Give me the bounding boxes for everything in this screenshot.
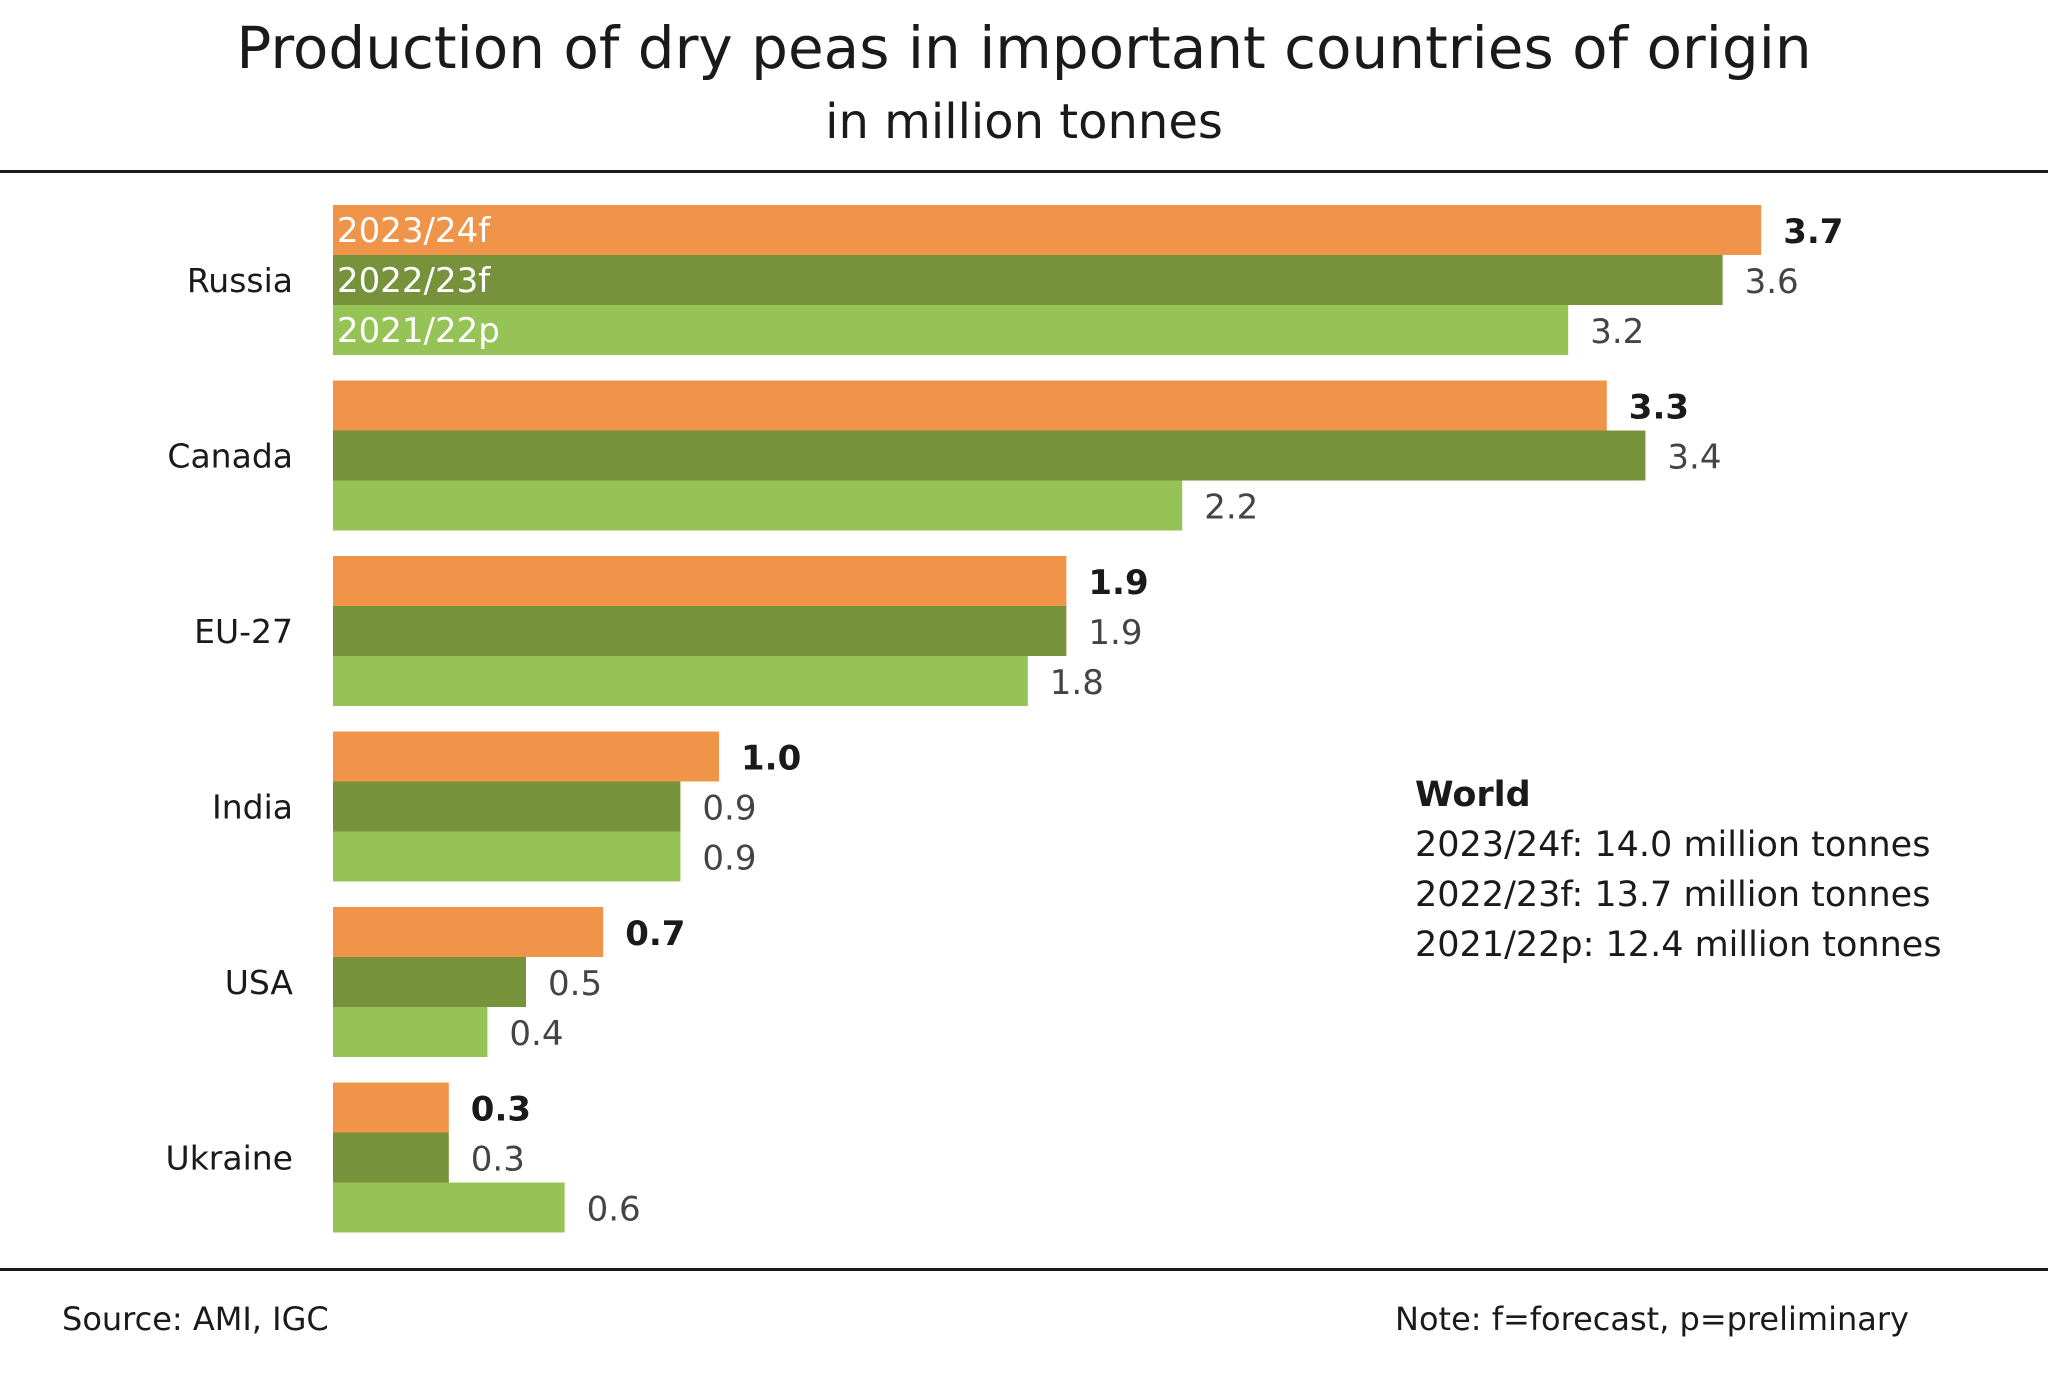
bar-usa-2021-22p: [333, 1007, 488, 1057]
bar-canada-2023-24f: [333, 380, 1607, 431]
top-rule: [0, 170, 2048, 173]
bar-ukraine-2023-24f: [333, 1082, 449, 1133]
data-label-ukraine-2021-22p: 0.6: [587, 1190, 641, 1230]
data-label-canada-2023-24f: 3.3: [1629, 388, 1689, 428]
data-label-russia-2022-23f: 3.6: [1745, 262, 1799, 302]
data-label-canada-2021-22p: 2.2: [1204, 488, 1258, 528]
bar-russia-2022-23f: [333, 255, 1723, 305]
bar-eu-27-2023-24f: [333, 556, 1067, 606]
bar-usa-2022-23f: [333, 957, 526, 1007]
bar-ukraine-2022-23f: [333, 1132, 449, 1183]
world-line-2023: 2023/24f: 14.0 million tonnes: [1415, 825, 1931, 865]
category-label-canada: Canada: [167, 437, 293, 476]
data-label-usa-2023-24f: 0.7: [625, 914, 685, 954]
bar-canada-2021-22p: [333, 480, 1183, 531]
world-line-2021: 2021/22p: 12.4 million tonnes: [1415, 925, 1942, 965]
bar-eu-27-2021-22p: [333, 656, 1028, 706]
data-label-ukraine-2023-24f: 0.3: [471, 1090, 531, 1130]
bar-india-2021-22p: [333, 831, 681, 882]
world-totals-box: World 2023/24f: 14.0 million tonnes 2022…: [1415, 770, 1942, 970]
category-label-india: India: [212, 788, 293, 827]
chart-title: Production of dry peas in important coun…: [236, 14, 1812, 82]
world-heading: World: [1415, 775, 1531, 815]
bar-canada-2022-23f: [333, 430, 1646, 481]
bar-eu-27-2022-23f: [333, 606, 1067, 656]
bottom-rule: [0, 1268, 2048, 1271]
category-label-russia: Russia: [187, 261, 293, 300]
data-label-eu-27-2021-22p: 1.8: [1050, 663, 1104, 703]
chart-subtitle: in million tonnes: [825, 94, 1223, 150]
data-label-russia-2023-24f: 3.7: [1783, 212, 1843, 252]
legend-label-2021-22p: 2021/22p: [337, 311, 500, 351]
data-label-russia-2021-22p: 3.2: [1590, 312, 1644, 352]
legend-label-2023-24f: 2023/24f: [337, 211, 491, 251]
data-label-india-2023-24f: 1.0: [741, 739, 801, 779]
category-label-ukraine: Ukraine: [166, 1139, 293, 1178]
category-label-eu-27: EU-27: [194, 612, 293, 651]
footnote: Note: f=forecast, p=preliminary: [1395, 1300, 1909, 1338]
source-note: Source: AMI, IGC: [62, 1300, 329, 1338]
world-line-2022: 2022/23f: 13.7 million tonnes: [1415, 875, 1931, 915]
data-label-india-2022-23f: 0.9: [702, 789, 756, 829]
data-label-canada-2022-23f: 3.4: [1667, 438, 1721, 478]
data-label-india-2021-22p: 0.9: [702, 839, 756, 879]
data-label-usa-2021-22p: 0.4: [509, 1014, 563, 1054]
bar-india-2023-24f: [333, 731, 719, 782]
category-label-usa: USA: [225, 963, 294, 1002]
data-label-eu-27-2023-24f: 1.9: [1088, 563, 1148, 603]
data-label-eu-27-2022-23f: 1.9: [1088, 613, 1142, 653]
bar-ukraine-2021-22p: [333, 1182, 565, 1233]
data-label-usa-2022-23f: 0.5: [548, 964, 602, 1004]
data-label-ukraine-2022-23f: 0.3: [471, 1140, 525, 1180]
legend-label-2022-23f: 2022/23f: [337, 261, 491, 301]
bar-usa-2023-24f: [333, 907, 604, 957]
bar-russia-2023-24f: [333, 205, 1762, 255]
bar-russia-2021-22p: [333, 305, 1569, 355]
bar-india-2022-23f: [333, 781, 681, 832]
